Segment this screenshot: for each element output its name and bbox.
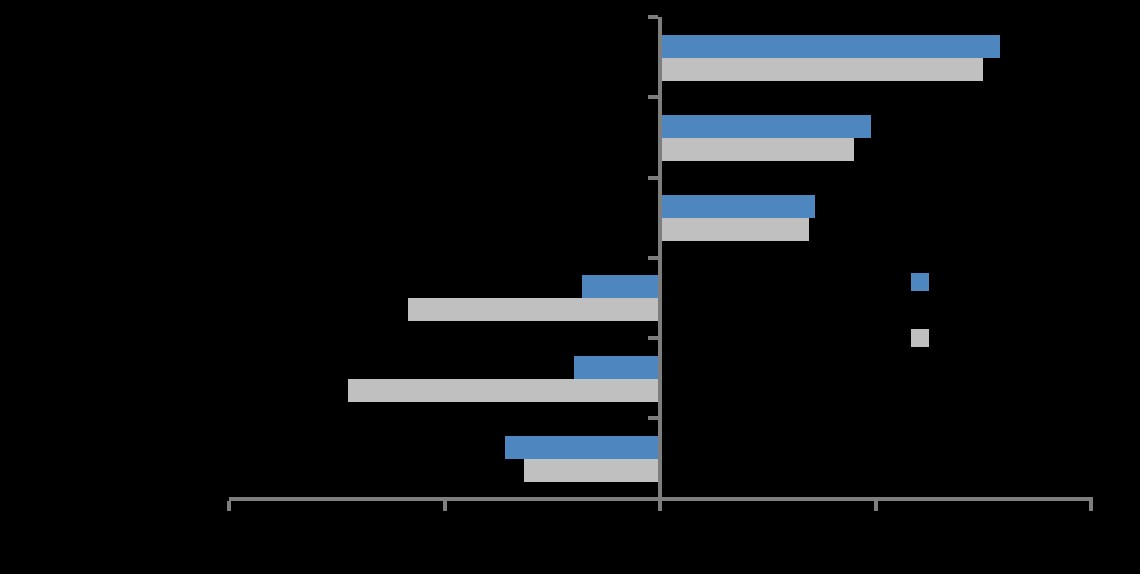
- y-tick: [648, 15, 658, 19]
- bar-series1-group1: [662, 34, 1001, 58]
- bar-series1-group3: [662, 195, 816, 219]
- bar-series2-group5: [347, 378, 658, 402]
- bar-series2-group3: [662, 218, 809, 242]
- x-axis-line: [229, 497, 1093, 501]
- y-tick: [648, 95, 658, 100]
- x-tick: [227, 501, 231, 511]
- x-tick: [873, 501, 878, 511]
- bar-series1-group4: [582, 275, 658, 299]
- bar-series2-group1: [662, 57, 984, 81]
- y-tick: [648, 416, 658, 421]
- bar-series1-group6: [504, 436, 658, 459]
- x-tick: [442, 501, 447, 511]
- y-axis-line: [658, 17, 662, 501]
- bar-series2-group6: [524, 459, 658, 482]
- legend-swatch-series2: [911, 329, 929, 347]
- bar-series2-group2: [662, 137, 854, 161]
- bar-series1-group2: [662, 114, 872, 138]
- bar-series1-group5: [573, 355, 658, 379]
- x-tick: [1089, 501, 1093, 511]
- y-tick: [648, 175, 658, 180]
- x-tick: [658, 501, 662, 511]
- y-tick: [648, 336, 658, 341]
- legend-swatch-series1: [911, 273, 929, 291]
- bar-series2-group4: [407, 298, 658, 322]
- y-tick: [648, 255, 658, 260]
